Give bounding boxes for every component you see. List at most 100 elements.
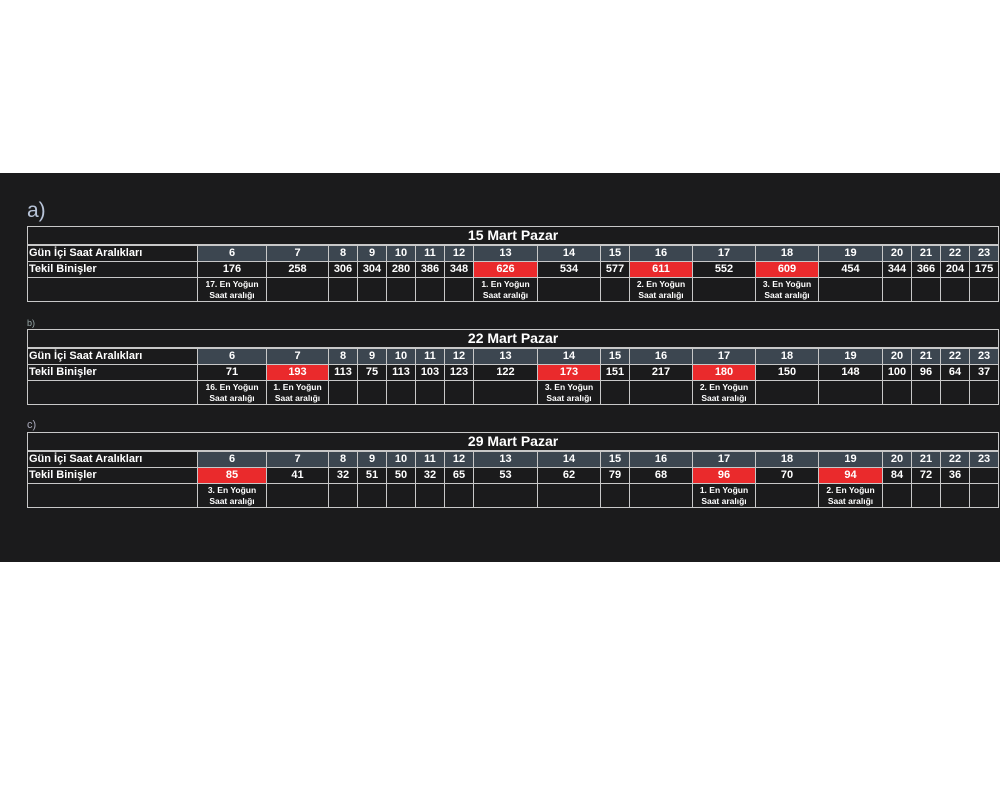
value-cell: 113 — [386, 364, 416, 381]
value-cell: 304 — [357, 261, 387, 278]
empty-cell — [968, 483, 1000, 508]
rank-note-cell: 3. En Yoğun Saat aralığı — [197, 483, 267, 508]
hour-header-row: Gün İçi Saat Aralıkları 6 7 8 9 10 11 12 13 14 15 1… — [27, 244, 1000, 262]
value-cell: 217 — [629, 364, 693, 381]
empty-cell — [537, 483, 601, 508]
row-label-hours: Gün İçi Saat Aralıkları — [27, 450, 198, 468]
rank-note-cell: 1. En Yoğun Saat aralığı — [473, 277, 538, 302]
hour-header-row: Gün İçi Saat Aralıkları 6 7 8 9 10 11 12 13 14 15 1… — [27, 450, 1000, 468]
hour-header-cell: 19 — [818, 347, 883, 365]
value-cell: 100 — [882, 364, 912, 381]
value-cell: 123 — [444, 364, 474, 381]
empty-cell — [968, 277, 1000, 302]
hour-header-cell: 7 — [266, 450, 329, 468]
value-cell: 96 — [911, 364, 941, 381]
hour-header-cell: 10 — [386, 450, 416, 468]
table-22-mart: 22 Mart Pazar Gün İçi Saat Aralıkları 6 7 8 9… — [26, 329, 1000, 405]
hour-header-cell: 17 — [692, 347, 756, 365]
hour-header-cell: 7 — [266, 347, 329, 365]
hour-header-cell: 21 — [911, 450, 941, 468]
value-cell: 151 — [600, 364, 630, 381]
value-cell: 50 — [386, 467, 416, 484]
value-cell: 386 — [415, 261, 445, 278]
table-15-mart: 15 Mart Pazar Gün İçi Saat Aralıkları 6 7 8 9… — [26, 226, 1000, 302]
hour-header-cell: 20 — [882, 244, 912, 262]
hour-header-cell: 13 — [473, 347, 538, 365]
value-cell: 148 — [818, 364, 883, 381]
hour-header-cell: 9 — [357, 347, 387, 365]
row-label-hours: Gün İçi Saat Aralıkları — [27, 244, 198, 262]
hour-header-cell: 16 — [629, 244, 693, 262]
empty-cell — [473, 380, 538, 405]
hour-header-cell: 8 — [328, 244, 358, 262]
hour-header-cell: 19 — [818, 244, 883, 262]
hour-header-cell: 19 — [818, 450, 883, 468]
title-row: 22 Mart Pazar — [26, 329, 1000, 349]
value-cell: 577 — [600, 261, 630, 278]
section-label-c: c) — [27, 419, 37, 431]
value-cell: 53 — [473, 467, 538, 484]
value-cell: 204 — [940, 261, 970, 278]
empty-cell — [27, 483, 198, 508]
boardings-row: Tekil Binişler 71 193 113 75 113 103 123 122 173 1… — [27, 364, 1000, 381]
hour-header-cell: 6 — [197, 244, 267, 262]
table-29-mart: 29 Mart Pazar Gün İçi Saat Aralıkları 6 7 8 9… — [26, 432, 1000, 508]
hour-header-cell: 15 — [600, 450, 630, 468]
rank-note-cell: 17. En Yoğun Saat aralığı — [197, 277, 267, 302]
empty-cell — [629, 380, 693, 405]
section-label-b: b) — [27, 318, 36, 328]
empty-cell — [629, 483, 693, 508]
empty-cell — [940, 380, 970, 405]
empty-cell — [968, 380, 1000, 405]
value-cell: 150 — [755, 364, 819, 381]
empty-cell — [537, 277, 601, 302]
rank-note-cell: 3. En Yoğun Saat aralığı — [537, 380, 601, 405]
hour-header-cell: 14 — [537, 450, 601, 468]
hour-header-cell: 6 — [197, 450, 267, 468]
value-cell-highlighted: 626 — [473, 261, 538, 278]
rank-note-cell: 2. En Yoğun Saat aralığı — [692, 380, 756, 405]
empty-cell — [328, 277, 358, 302]
hour-header-cell: 10 — [386, 347, 416, 365]
empty-cell — [357, 483, 387, 508]
boardings-row: Tekil Binişler 85 41 32 51 50 32 65 53 62 79 68 96 70… — [27, 467, 1000, 484]
empty-cell — [911, 277, 941, 302]
value-cell: 68 — [629, 467, 693, 484]
value-cell-highlighted: 85 — [197, 467, 267, 484]
value-cell — [968, 467, 1000, 484]
value-cell-highlighted: 193 — [266, 364, 329, 381]
empty-cell — [940, 483, 970, 508]
hour-header-cell: 9 — [357, 450, 387, 468]
value-cell: 41 — [266, 467, 329, 484]
hour-header-cell: 12 — [444, 347, 474, 365]
value-cell: 79 — [600, 467, 630, 484]
empty-cell — [882, 380, 912, 405]
hour-header-cell: 8 — [328, 450, 358, 468]
rank-note-cell: 2. En Yoğun Saat aralığı — [629, 277, 693, 302]
table-title: 29 Mart Pazar — [26, 432, 1000, 452]
hour-header-cell: 23 — [968, 244, 1000, 262]
empty-cell — [882, 277, 912, 302]
empty-cell — [818, 277, 883, 302]
value-cell: 258 — [266, 261, 329, 278]
rank-note-cell: 3. En Yoğun Saat aralığı — [755, 277, 819, 302]
title-row: 15 Mart Pazar — [26, 226, 1000, 246]
hour-header-cell: 18 — [755, 450, 819, 468]
value-cell: 75 — [357, 364, 387, 381]
hour-header-cell: 16 — [629, 450, 693, 468]
rank-note-row: 16. En Yoğun Saat aralığı 1. En Yoğun Saa… — [27, 380, 1000, 405]
hour-header-cell: 9 — [357, 244, 387, 262]
hour-header-cell: 22 — [940, 244, 970, 262]
empty-cell — [600, 483, 630, 508]
value-cell: 72 — [911, 467, 941, 484]
empty-cell — [600, 277, 630, 302]
value-cell-highlighted: 180 — [692, 364, 756, 381]
hour-header-cell: 6 — [197, 347, 267, 365]
empty-cell — [444, 483, 474, 508]
hour-header-cell: 21 — [911, 347, 941, 365]
hour-header-cell: 13 — [473, 244, 538, 262]
empty-cell — [386, 277, 416, 302]
value-cell: 51 — [357, 467, 387, 484]
value-cell: 280 — [386, 261, 416, 278]
value-cell: 84 — [882, 467, 912, 484]
